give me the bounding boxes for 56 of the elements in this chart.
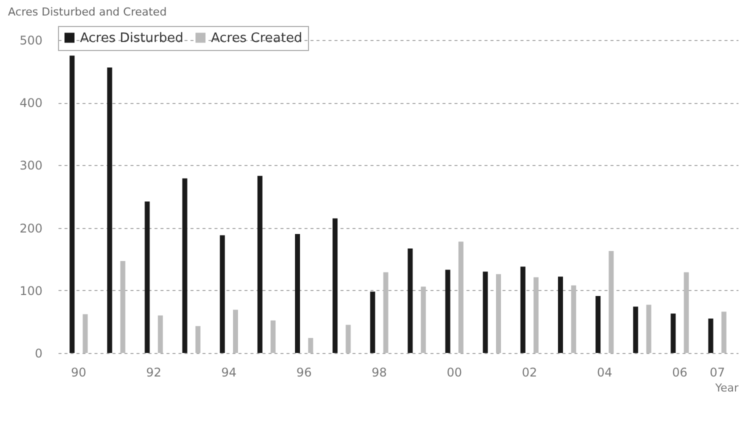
bar <box>295 234 300 353</box>
legend-label: Acres Disturbed <box>80 30 184 46</box>
bar <box>670 314 676 353</box>
y-tick-label: 400 <box>20 96 42 110</box>
bar <box>332 218 338 353</box>
x-axis-title: Year <box>714 382 739 394</box>
bar <box>684 272 689 353</box>
bar <box>482 272 488 353</box>
bar <box>70 56 75 353</box>
x-tick-label: 98 <box>372 366 387 380</box>
bar <box>383 272 388 353</box>
y-tick-label: 200 <box>20 221 42 236</box>
bar <box>107 68 112 353</box>
bar <box>182 178 188 353</box>
bar <box>308 338 314 353</box>
bar <box>633 306 638 353</box>
x-tick-label: 90 <box>71 366 86 380</box>
bar <box>346 324 351 353</box>
legend-label: Acres Created <box>211 30 302 46</box>
x-tick-label: 94 <box>221 366 237 380</box>
x-tick-label: 92 <box>146 366 162 380</box>
x-tick-label: 06 <box>672 366 688 380</box>
bar <box>571 285 576 353</box>
x-tick-label: 02 <box>522 366 538 380</box>
bar <box>270 320 276 353</box>
bar <box>721 312 726 353</box>
bar <box>370 292 376 353</box>
bar <box>82 314 88 353</box>
bar <box>408 248 413 353</box>
bar <box>257 176 262 353</box>
bar <box>458 242 464 353</box>
bar <box>195 326 200 353</box>
bar <box>420 286 426 353</box>
y-tick-label: 500 <box>20 34 42 48</box>
x-tick-label: 07 <box>710 366 725 380</box>
bar <box>144 202 150 353</box>
x-tick-label: 96 <box>296 366 312 380</box>
bar <box>708 318 714 353</box>
y-tick-label: 100 <box>20 284 42 298</box>
bar <box>220 235 225 353</box>
bar <box>608 250 614 353</box>
chart-title: Acres Disturbed and Created <box>8 6 167 18</box>
x-tick-label: 00 <box>446 366 462 380</box>
x-tick-label: 04 <box>596 366 612 380</box>
bar <box>158 315 163 353</box>
bar <box>646 304 652 353</box>
bar <box>496 274 501 353</box>
bar <box>233 310 238 353</box>
bar <box>596 296 601 353</box>
bar <box>120 260 126 353</box>
y-tick-label: 300 <box>20 158 42 173</box>
bar <box>520 266 526 353</box>
bar <box>558 276 563 353</box>
bar <box>534 277 539 353</box>
y-tick-label: 0 <box>34 346 42 360</box>
bar <box>445 270 450 353</box>
